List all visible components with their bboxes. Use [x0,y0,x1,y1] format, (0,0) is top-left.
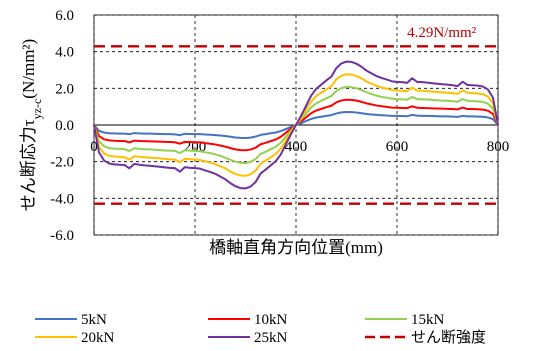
y-axis-title: せん断応力τyz-c(N/mm²) [19,39,44,211]
y-tick-label: -2.0 [50,155,74,171]
x-tick-label: 600 [386,139,409,155]
legend-label: せん断強度 [411,329,486,346]
x-axis-title: 橋軸直角方向位置(mm) [209,238,383,257]
y-tick-label: 2.0 [55,81,74,97]
legend-item-15kN: 15kN [365,312,445,328]
y-axis-title-prefix: せん断応力τ [19,119,38,211]
legend-label: 15kN [411,312,445,328]
legend-label: 5kN [81,312,107,328]
legend-item-せん断強度: せん断強度 [365,329,486,346]
x-tick-label: 0 [90,139,98,155]
y-tick-labels: 6.0 4.0 2.0 0.0 -2.0 -4.0 -6.0 [50,8,74,244]
strength-annotation: 4.29N/mm² [407,25,477,41]
series-lines [93,60,499,190]
y-tick-label: -4.0 [50,191,74,207]
y-axis-title-suffix: (N/mm²) [19,39,38,99]
legend: 5kN 10kN 15kN 20kN 25kN せん断強度 [35,312,486,346]
x-tick-label: 400 [285,139,308,155]
legend-item-10kN: 10kN [208,312,288,328]
legend-label: 25kN [254,330,288,346]
y-tick-label: 0.0 [55,118,74,134]
legend-label: 20kN [81,330,115,346]
legend-label: 10kN [254,312,288,328]
x-tick-label: 800 [487,139,510,155]
legend-item-20kN: 20kN [35,330,115,346]
y-tick-label: 4.0 [55,45,74,61]
y-axis-title-subscript: yz-c [30,99,44,120]
legend-item-25kN: 25kN [208,330,288,346]
legend-item-5kN: 5kN [35,312,107,328]
series-line-25kN [93,60,499,190]
y-tick-label: -6.0 [50,228,74,244]
y-tick-label: 6.0 [55,8,74,24]
